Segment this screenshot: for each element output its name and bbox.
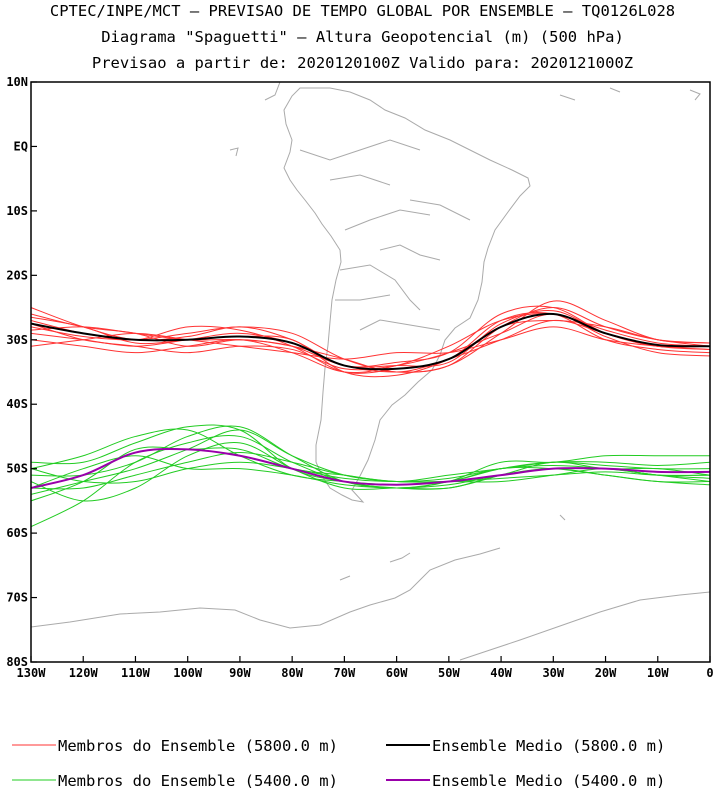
x-tick-label: 0 xyxy=(706,666,713,680)
series-member-green-1 xyxy=(31,424,710,489)
x-tick-label: 60W xyxy=(386,666,408,680)
central-america-coastline xyxy=(264,82,281,101)
series-mean5400 xyxy=(31,447,710,489)
x-tick-label: 90W xyxy=(229,666,251,680)
series-member-red-1 xyxy=(31,305,710,368)
series-member-green-5 xyxy=(31,428,710,486)
series-member-green-6 xyxy=(31,446,710,502)
legend-label-mean-5800: Ensemble Medio (5800.0 m) xyxy=(432,737,665,755)
x-tick-label: 70W xyxy=(334,666,356,680)
y-tick-label: 10N xyxy=(6,75,28,89)
y-tick-label: 40S xyxy=(6,397,28,411)
x-tick-label: 80W xyxy=(281,666,303,680)
south-america-coastline xyxy=(283,87,531,503)
antarctica-coastline xyxy=(31,547,710,661)
chart-title-line2: Diagrama "Spaguetti" – Altura Geopotenci… xyxy=(101,28,624,46)
y-tick-label: 80S xyxy=(6,655,28,669)
country-borders xyxy=(299,139,471,331)
y-tick-label: 60S xyxy=(6,526,28,540)
legend-label-green-members: Membros do Ensemble (5400.0 m) xyxy=(58,772,338,790)
legend-label-red-members: Membros do Ensemble (5800.0 m) xyxy=(58,737,338,755)
y-tick-label: 70S xyxy=(6,591,28,605)
series-member-red-7 xyxy=(31,313,710,371)
islands xyxy=(229,87,701,157)
x-tick-label: 20W xyxy=(595,666,617,680)
chart-title-line1: CPTEC/INPE/MCT – PREVISAO DE TEMPO GLOBA… xyxy=(49,2,676,20)
sub-antarctic-islands xyxy=(339,514,566,581)
y-tick-label: 50S xyxy=(6,462,28,476)
x-tick-label: 50W xyxy=(438,666,460,680)
series-member-green-9 xyxy=(31,452,710,490)
legend: Membros do Ensemble (5800.0 m) Ensemble … xyxy=(12,737,665,790)
chart-title-line3: Previsao a partir de: 2020120100Z Valido… xyxy=(91,54,634,72)
legend-label-mean-5400: Ensemble Medio (5400.0 m) xyxy=(432,772,665,790)
coastline-map xyxy=(31,82,710,661)
x-tick-label: 10W xyxy=(647,666,669,680)
plot-frame xyxy=(30,81,711,663)
x-tick-label: 100W xyxy=(173,666,203,680)
series-member-red-9 xyxy=(31,316,710,378)
series-mean5800 xyxy=(31,312,710,371)
y-tick-label: 30S xyxy=(6,333,28,347)
y-tick-label: EQ xyxy=(14,139,28,153)
series-member-red-6 xyxy=(31,300,710,373)
contour-lines xyxy=(31,300,710,528)
axes: 130W 120W 110W 100W 90W 80W 70W 60W 50W 40W 30W 20W… xyxy=(6,75,713,680)
x-tick-label: 30W xyxy=(542,666,564,680)
x-tick-label: 120W xyxy=(69,666,99,680)
x-tick-label: 110W xyxy=(121,666,151,680)
series-member-green-8 xyxy=(31,425,710,489)
x-tick-label: 130W xyxy=(17,666,47,680)
x-tick-label: 40W xyxy=(490,666,512,680)
y-tick-label: 10S xyxy=(6,204,28,218)
series-member-red-5 xyxy=(31,313,710,374)
y-tick-label: 20S xyxy=(6,268,28,282)
